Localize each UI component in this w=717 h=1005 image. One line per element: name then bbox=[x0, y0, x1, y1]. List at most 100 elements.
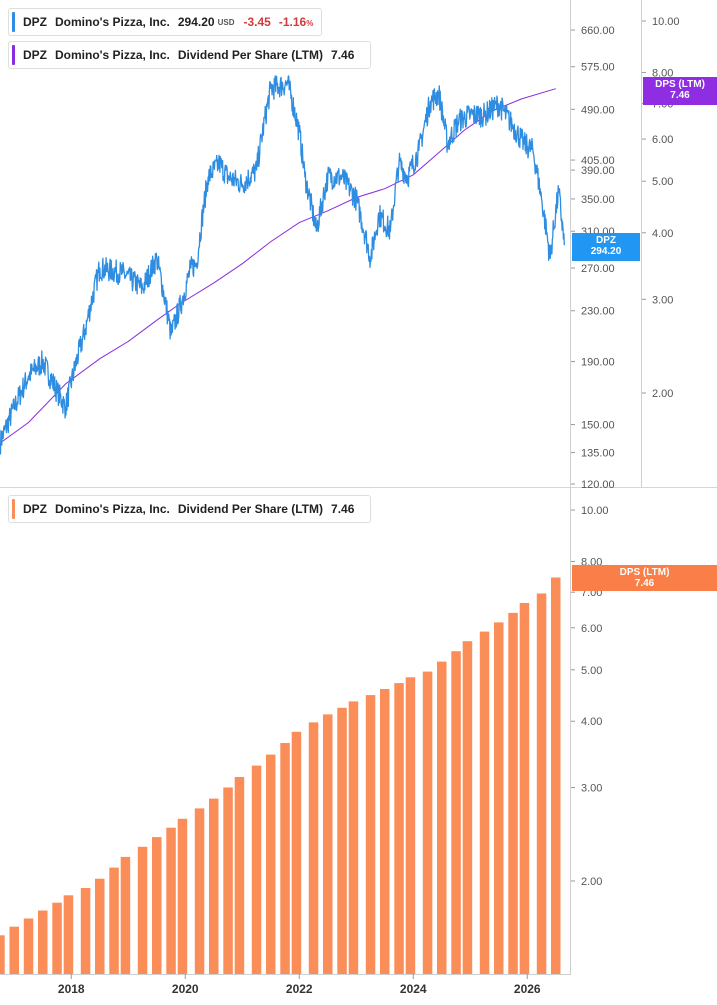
bar-axis-tick-label: 6.00 bbox=[581, 623, 602, 635]
dps-axis-tick-label: 5.00 bbox=[652, 176, 673, 188]
dps-bar bbox=[251, 765, 262, 974]
series-line-dpz bbox=[0, 75, 565, 455]
dps-bar bbox=[9, 926, 19, 974]
dps-bar bbox=[536, 593, 547, 974]
dps-bar bbox=[380, 689, 390, 974]
legend-company: Domino's Pizza, Inc. bbox=[55, 502, 170, 516]
dps-flag-bottom-label: DPS (LTM) bbox=[619, 567, 670, 578]
legend-currency: USD bbox=[217, 17, 235, 27]
bar-axis-tick-label: 10.00 bbox=[581, 505, 609, 517]
dps-flag-top: DPS (LTM) 7.46 bbox=[643, 77, 717, 105]
time-axis-tick-label: 2026 bbox=[514, 982, 541, 996]
price-axis-tick-label: 230.00 bbox=[581, 306, 615, 318]
price-axis-tick-label: 190.00 bbox=[581, 357, 615, 369]
dps-bar bbox=[152, 837, 162, 974]
dps-bar bbox=[266, 754, 276, 974]
dps-bar bbox=[280, 743, 290, 974]
dps-bar bbox=[137, 846, 148, 974]
price-axis-tick-label: 350.00 bbox=[581, 194, 615, 206]
dps-bar bbox=[451, 651, 461, 974]
dps-bar bbox=[479, 631, 490, 974]
dps-bar bbox=[194, 808, 205, 974]
bar-axis-tick-label: 3.00 bbox=[581, 783, 602, 795]
bar-axis-tick-label: 2.00 bbox=[581, 876, 602, 888]
dps-axis-tick-label: 10.00 bbox=[652, 16, 680, 28]
dps-bar bbox=[494, 622, 504, 974]
legend-metric: Dividend Per Share (LTM) bbox=[177, 502, 324, 516]
price-flag: DPZ 294.20 bbox=[572, 233, 640, 261]
legend-value: 7.46 bbox=[331, 502, 355, 516]
dps-bar bbox=[95, 878, 105, 974]
dps-axis-tick-label: 4.00 bbox=[652, 228, 673, 240]
time-axis-tick-label: 2024 bbox=[400, 982, 427, 996]
dps-legend-bottom[interactable]: DPZ Domino's Pizza, Inc. Dividend Per Sh… bbox=[8, 495, 372, 523]
price-axis-tick-label: 660.00 bbox=[581, 25, 615, 37]
dps-bar bbox=[422, 671, 433, 974]
dps-legend-top[interactable]: DPZ Domino's Pizza, Inc. Dividend Per Sh… bbox=[8, 41, 372, 69]
dps-bar bbox=[23, 918, 34, 974]
price-axis-tick-label: 135.00 bbox=[581, 448, 615, 460]
dps-line-layer bbox=[0, 88, 556, 444]
dps-bar bbox=[38, 910, 48, 974]
time-axis-tick-label: 2022 bbox=[286, 982, 313, 996]
dps-bar bbox=[120, 856, 131, 974]
price-line-layer bbox=[0, 75, 565, 455]
dps-flag-top-value: 7.46 bbox=[670, 90, 690, 101]
dps-bar bbox=[394, 683, 404, 974]
legend-last-price: 294.20 bbox=[177, 15, 215, 29]
dps-bar bbox=[551, 577, 561, 974]
dps-bar bbox=[348, 701, 359, 974]
dps-bar bbox=[109, 867, 119, 974]
dps-bar bbox=[508, 612, 518, 974]
dps-bar bbox=[291, 731, 302, 974]
dps-flag-bottom: DPS (LTM) 7.46 bbox=[572, 565, 717, 591]
legend-company: Domino's Pizza, Inc. bbox=[55, 48, 170, 62]
price-axis-tick-label: 150.00 bbox=[581, 420, 615, 432]
legend-ticker: DPZ bbox=[23, 502, 47, 516]
legend-company: Domino's Pizza, Inc. bbox=[55, 15, 170, 29]
dps-bar bbox=[519, 603, 530, 974]
dps-bar bbox=[209, 798, 219, 974]
price-legend[interactable]: DPZ Domino's Pizza, Inc. 294.20 USD -3.4… bbox=[8, 8, 323, 36]
price-flag-value: 294.20 bbox=[590, 246, 622, 257]
dps-axis-tick-label: 8.00 bbox=[652, 68, 673, 80]
legend-ticker: DPZ bbox=[23, 48, 47, 62]
dps-bar bbox=[166, 827, 176, 974]
dps-axis-tick-label: 3.00 bbox=[652, 294, 673, 306]
dps-bar bbox=[462, 641, 473, 974]
dps-bar bbox=[80, 888, 91, 974]
dps-bar bbox=[308, 722, 319, 974]
dps-flag-bottom-value: 7.46 bbox=[634, 578, 655, 589]
legend-change-pct: -1.16% bbox=[278, 15, 314, 29]
legend-ticker: DPZ bbox=[23, 15, 47, 29]
price-legend-swatch bbox=[12, 12, 15, 32]
dps-bars-layer bbox=[0, 577, 561, 974]
dps-flag-top-label: DPS (LTM) bbox=[655, 79, 705, 90]
dps-bar bbox=[63, 895, 74, 974]
legend-change: -3.45 bbox=[243, 15, 271, 29]
dps-bar bbox=[437, 661, 447, 974]
dps-axis-tick-label: 6.00 bbox=[652, 134, 673, 146]
dps-bar bbox=[337, 707, 347, 974]
dps-bar bbox=[177, 818, 188, 974]
price-axis-tick-label: 270.00 bbox=[581, 263, 615, 275]
dps-bar bbox=[323, 714, 333, 974]
price-axis-tick-label: 120.00 bbox=[581, 479, 615, 491]
price-flag-ticker: DPZ bbox=[596, 235, 616, 246]
price-axis-tick-label: 405.00 bbox=[581, 155, 615, 167]
dps-bar bbox=[405, 677, 416, 974]
dps-bar bbox=[365, 695, 376, 974]
dps-bar bbox=[223, 787, 233, 974]
dps-legend-bottom-swatch bbox=[12, 499, 15, 519]
price-axis-tick-label: 390.00 bbox=[581, 165, 615, 177]
bar-axis-tick-label: 5.00 bbox=[581, 665, 602, 677]
legend-metric: Dividend Per Share (LTM) bbox=[177, 48, 324, 62]
time-axis-tick-label: 2018 bbox=[58, 982, 85, 996]
price-axis-tick-label: 490.00 bbox=[581, 104, 615, 116]
dps-bar bbox=[52, 902, 62, 974]
legend-value: 7.46 bbox=[331, 48, 355, 62]
bar-axis-tick-label: 4.00 bbox=[581, 716, 602, 728]
dps-bar bbox=[234, 777, 245, 974]
series-line-dps bbox=[0, 88, 556, 444]
